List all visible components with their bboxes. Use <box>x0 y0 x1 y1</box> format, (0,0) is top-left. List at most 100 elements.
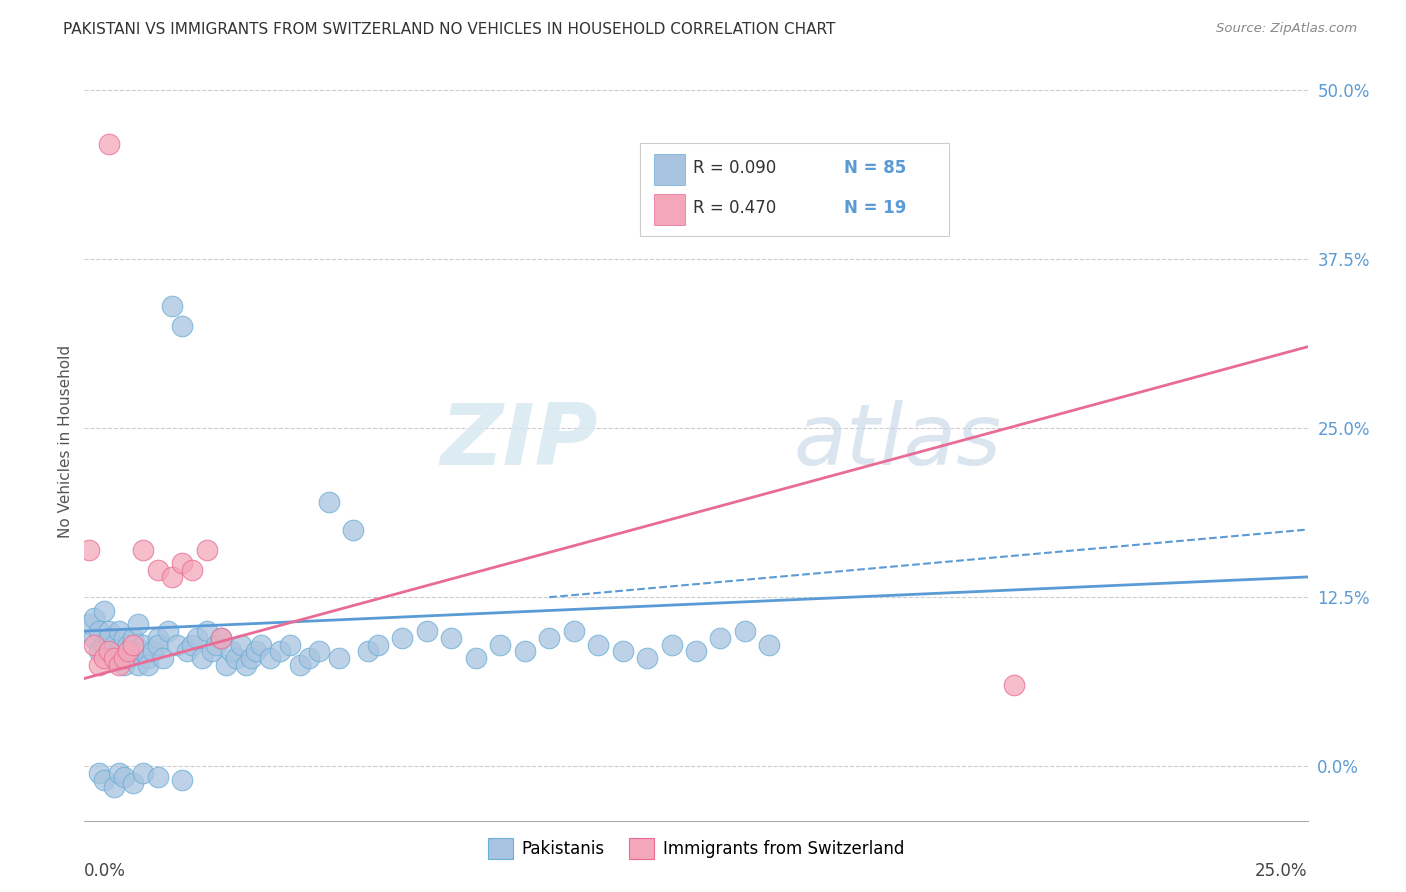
Point <box>97 624 120 639</box>
Point <box>612 644 634 658</box>
Point <box>107 766 129 780</box>
Point <box>97 136 120 151</box>
Point <box>249 638 271 652</box>
Point <box>122 776 145 790</box>
Point <box>162 299 184 313</box>
Point <box>132 542 155 557</box>
Point <box>146 770 169 784</box>
Point <box>97 644 120 658</box>
Point <box>132 638 155 652</box>
Point <box>142 644 165 658</box>
Point <box>166 638 188 652</box>
Point <box>103 780 125 794</box>
Point <box>685 644 707 658</box>
Point <box>191 651 214 665</box>
Point <box>758 638 780 652</box>
Legend: Pakistanis, Immigrants from Switzerland: Pakistanis, Immigrants from Switzerland <box>481 831 911 865</box>
Point <box>245 644 267 658</box>
Point <box>83 631 105 645</box>
Point <box>146 563 169 577</box>
Point <box>734 624 756 639</box>
Point <box>328 651 350 665</box>
Point <box>367 638 389 652</box>
Point <box>391 631 413 645</box>
Point <box>152 651 174 665</box>
Point <box>136 651 159 665</box>
Point <box>97 631 120 645</box>
Point <box>205 638 228 652</box>
Text: 25.0%: 25.0% <box>1256 863 1308 880</box>
Point <box>562 624 585 639</box>
Point <box>298 651 321 665</box>
Point <box>1002 678 1025 692</box>
Point <box>112 770 135 784</box>
Point <box>318 495 340 509</box>
Text: 0.0%: 0.0% <box>84 863 127 880</box>
Point <box>219 644 242 658</box>
Point <box>278 638 301 652</box>
Point <box>77 617 100 632</box>
Text: R = 0.090: R = 0.090 <box>693 160 776 178</box>
Point <box>186 631 208 645</box>
Point <box>215 657 238 672</box>
Point <box>195 542 218 557</box>
Point <box>709 631 731 645</box>
Point <box>200 644 222 658</box>
Point <box>93 604 115 618</box>
Point <box>416 624 439 639</box>
Point <box>132 766 155 780</box>
Point <box>586 638 609 652</box>
Point <box>342 523 364 537</box>
Point <box>176 644 198 658</box>
Point <box>127 617 149 632</box>
Point <box>239 651 262 665</box>
Point <box>107 624 129 639</box>
Text: R = 0.470: R = 0.470 <box>693 199 776 218</box>
Point <box>235 657 257 672</box>
Point <box>308 644 330 658</box>
Point <box>181 563 204 577</box>
Point <box>259 651 281 665</box>
Point <box>87 766 110 780</box>
Point <box>122 631 145 645</box>
Point <box>117 644 139 658</box>
Y-axis label: No Vehicles in Household: No Vehicles in Household <box>58 345 73 538</box>
Point <box>195 624 218 639</box>
Text: N = 19: N = 19 <box>844 199 905 218</box>
Point <box>162 570 184 584</box>
Point <box>172 557 194 571</box>
Point <box>112 631 135 645</box>
Point <box>87 657 110 672</box>
Point <box>229 638 252 652</box>
Text: N = 85: N = 85 <box>844 160 905 178</box>
Point <box>103 651 125 665</box>
Point <box>661 638 683 652</box>
Point <box>209 631 232 645</box>
Point <box>112 651 135 665</box>
Point <box>136 657 159 672</box>
Point <box>83 638 105 652</box>
Point <box>172 319 194 334</box>
Text: Source: ZipAtlas.com: Source: ZipAtlas.com <box>1216 22 1357 36</box>
Point <box>103 651 125 665</box>
Point <box>156 624 179 639</box>
Point <box>132 644 155 658</box>
Point <box>440 631 463 645</box>
Point <box>87 624 110 639</box>
Point <box>93 651 115 665</box>
Point <box>269 644 291 658</box>
Point <box>209 631 232 645</box>
Point <box>107 644 129 658</box>
Point <box>357 644 380 658</box>
Text: PAKISTANI VS IMMIGRANTS FROM SWITZERLAND NO VEHICLES IN HOUSEHOLD CORRELATION CH: PAKISTANI VS IMMIGRANTS FROM SWITZERLAND… <box>63 22 835 37</box>
Point <box>117 638 139 652</box>
Point <box>636 651 658 665</box>
Point <box>117 651 139 665</box>
Point <box>127 657 149 672</box>
Point <box>87 644 110 658</box>
Point <box>83 610 105 624</box>
Text: atlas: atlas <box>794 400 1002 483</box>
Point <box>93 638 115 652</box>
Point <box>172 772 194 787</box>
Point <box>489 638 512 652</box>
